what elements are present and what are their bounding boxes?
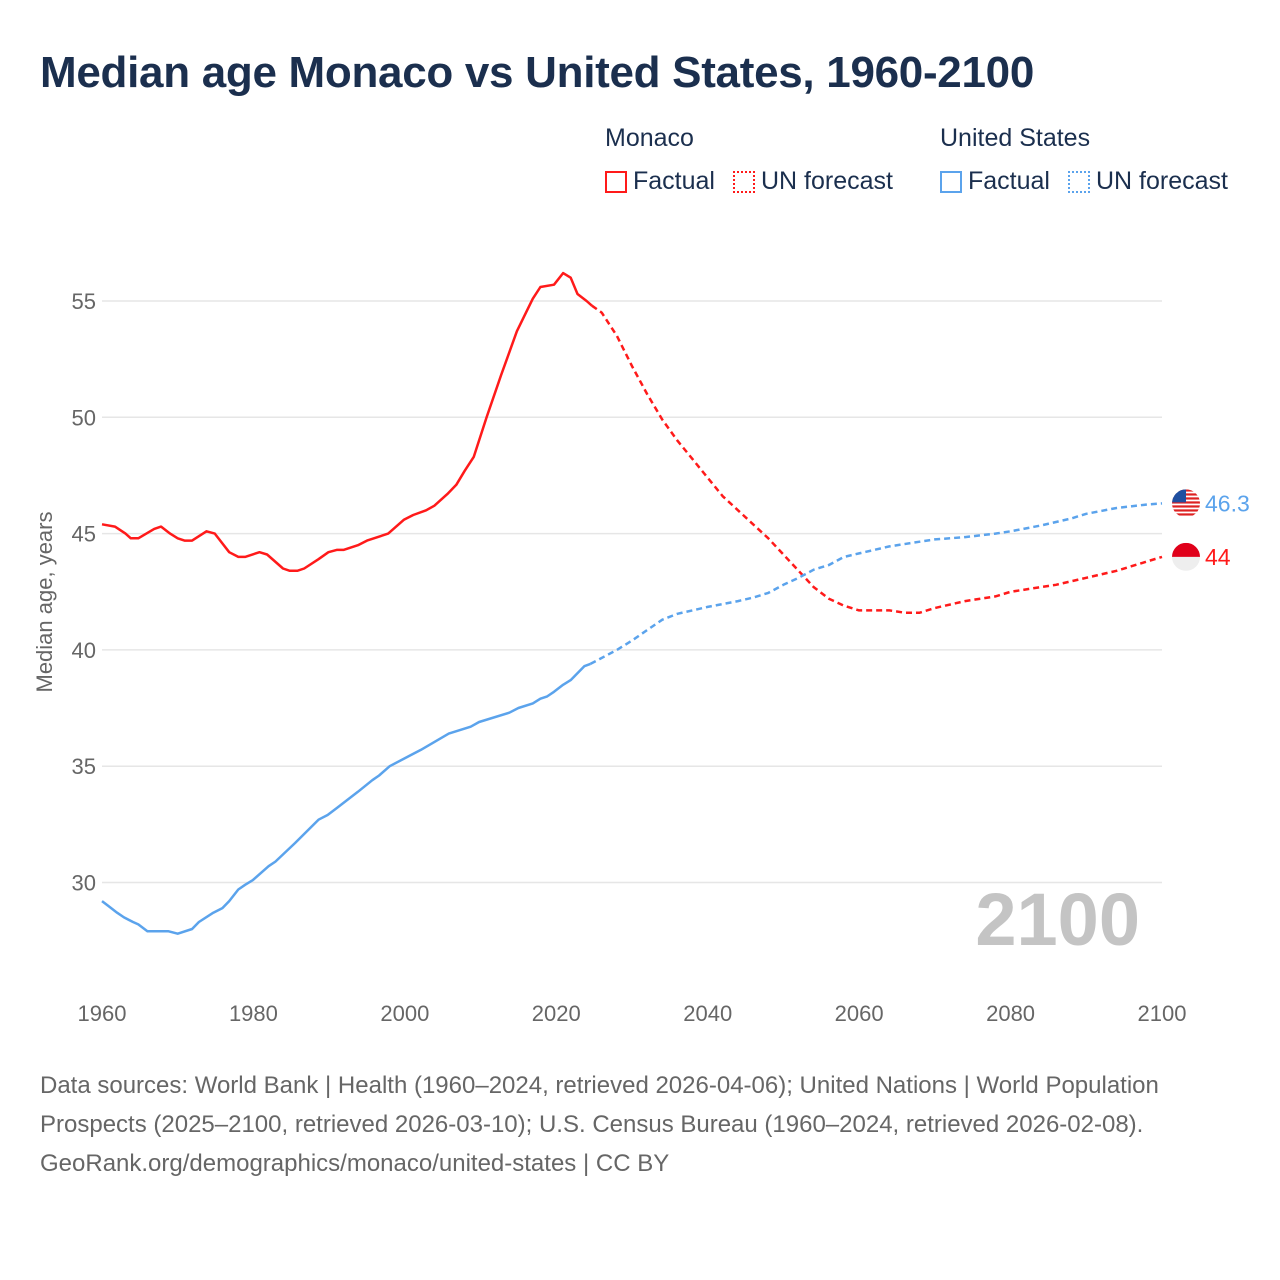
- x-tick-label: 1980: [229, 1001, 278, 1026]
- x-tick-label: 1960: [78, 1001, 127, 1026]
- data-sources: Data sources: World Bank | Health (1960–…: [40, 1072, 1159, 1138]
- credit-link[interactable]: GeoRank.org/demographics/monaco/united-s…: [40, 1150, 670, 1177]
- chart-title: Median age Monaco vs United States, 1960…: [40, 48, 1034, 97]
- end-value-label: 44: [1205, 544, 1231, 570]
- y-tick-label: 55: [72, 289, 96, 314]
- y-tick-label: 45: [72, 522, 96, 547]
- year-watermark: 2100: [975, 878, 1140, 961]
- y-tick-label: 35: [72, 754, 96, 779]
- x-tick-label: 2100: [1138, 1001, 1187, 1026]
- line-chart: 30 35 40 45 50 55 1960 1980 2000 2020 2040 2060 208…: [32, 271, 1250, 1026]
- y-tick-label: 40: [72, 638, 96, 663]
- legend-swatch-dotted: [732, 170, 755, 193]
- monaco-forecast-line: [591, 304, 1163, 614]
- legend-label: UN forecast: [760, 167, 893, 195]
- x-tick-label: 2020: [532, 1001, 581, 1026]
- x-tick-label: 2060: [835, 1001, 884, 1026]
- y-axis-label: Median age, years: [32, 512, 57, 693]
- legend-label: UN forecast: [1095, 167, 1228, 195]
- end-value-label: 46.3: [1205, 490, 1250, 516]
- legend-group-united-states: United States Factual UN forecast: [940, 124, 1228, 196]
- legend-item-us-forecast[interactable]: UN forecast: [1067, 167, 1228, 196]
- legend-item-monaco-factual[interactable]: Factual: [605, 167, 715, 196]
- y-tick-label: 30: [72, 871, 96, 896]
- us-factual-line: [101, 662, 591, 935]
- us-flag-icon: [1172, 489, 1200, 518]
- legend-group-monaco: Monaco Factual UN forecast: [605, 124, 911, 196]
- legend-swatch-dotted: [1067, 170, 1090, 193]
- legend-group-name: United States: [940, 124, 1091, 152]
- monaco-factual-line: [101, 271, 593, 573]
- legend-item-us-factual[interactable]: Factual: [940, 167, 1050, 196]
- x-tick-label: 2000: [380, 1001, 429, 1026]
- legend-label: Factual: [633, 167, 715, 195]
- y-tick-label: 50: [72, 405, 96, 430]
- legend-label: Factual: [968, 167, 1050, 195]
- us-forecast-line: [589, 502, 1163, 666]
- x-tick-label: 2080: [986, 1001, 1035, 1026]
- legend-swatch-solid: [940, 170, 962, 193]
- legend-group-name: Monaco: [605, 124, 694, 152]
- legend-swatch-solid: [605, 170, 627, 193]
- footer: Data sources: World Bank | Health (1960–…: [40, 1066, 1240, 1183]
- x-tick-label: 2040: [683, 1001, 732, 1026]
- legend-item-monaco-forecast[interactable]: UN forecast: [732, 167, 893, 196]
- monaco-flag-icon: [1172, 542, 1200, 571]
